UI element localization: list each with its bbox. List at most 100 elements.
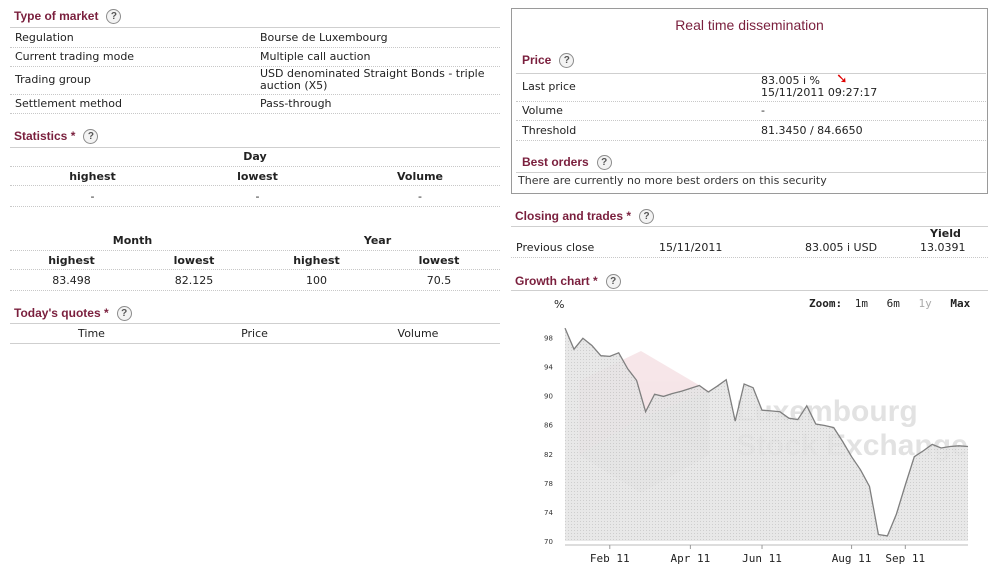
month-year-values: 83.498 82.125 100 70.5	[10, 270, 500, 291]
row-value: Bourse de Luxembourg	[260, 31, 388, 44]
closing-title: Closing and trades *?	[515, 209, 655, 225]
zoom-controls: Zoom: 1m 6m 1y Max	[809, 297, 970, 310]
todays-quotes-title: Today's quotes *?	[14, 306, 132, 322]
threshold-label: Threshold	[522, 124, 577, 137]
help-icon[interactable]: ?	[106, 9, 122, 25]
month-header: Month	[112, 234, 153, 247]
month-year-columns: highest lowest highest lowest	[10, 250, 500, 270]
table-row: Settlement method Pass-through	[10, 95, 500, 114]
help-icon[interactable]: ?	[605, 274, 621, 290]
threshold-row: Threshold 81.3450 / 84.6650	[516, 121, 986, 141]
series-line	[564, 327, 969, 537]
last-price-row: Last price 83.005 i % ➘ 15/11/2011 09:27…	[516, 71, 986, 102]
divider	[511, 226, 988, 227]
zoom-label: Zoom:	[809, 297, 843, 310]
cell: -	[90, 190, 95, 203]
realtime-title: Real time dissemination	[675, 17, 824, 33]
row-label: Trading group	[15, 73, 91, 86]
best-orders-title: Best orders?	[522, 155, 612, 171]
x-tick-label: Apr 11	[671, 552, 711, 565]
row-value: Pass-through	[260, 97, 332, 110]
table-row: Trading group USD denominated Straight B…	[10, 67, 500, 95]
y-tick-label: 70	[544, 538, 553, 546]
cell: 82.125	[174, 274, 214, 287]
previous-close-label: Previous close	[516, 241, 595, 254]
growth-chart-title: Growth chart *?	[515, 274, 621, 290]
column-header: highest	[48, 254, 95, 267]
column-header: Volume	[397, 170, 443, 183]
y-tick-label: 98	[544, 335, 553, 343]
day-values: - - -	[10, 186, 500, 207]
y-axis-unit: %	[554, 298, 564, 311]
volume-label: Volume	[522, 104, 563, 117]
y-tick-label: 82	[544, 451, 553, 459]
yield-header: Yield	[930, 227, 961, 240]
row-value: USD denominated Straight Bonds - triple …	[260, 67, 485, 92]
cell: 83.498	[52, 274, 91, 287]
x-tick-label: Sep 11	[885, 552, 925, 565]
y-tick-label: 86	[544, 422, 553, 430]
price-title: Price?	[522, 53, 575, 69]
zoom-1y[interactable]: 1y	[918, 297, 932, 310]
help-icon[interactable]: ?	[596, 155, 612, 171]
threshold-value: 81.3450 / 84.6650	[761, 124, 863, 137]
previous-close-date: 15/11/2011	[659, 241, 723, 254]
cell: -	[418, 190, 422, 203]
divider	[10, 323, 500, 324]
area-fill	[565, 328, 968, 541]
last-price-time: 15/11/2011 09:27:17	[761, 86, 878, 99]
cell: 70.5	[426, 274, 452, 287]
column-header: lowest	[173, 254, 215, 267]
column-header: Price	[241, 327, 268, 340]
divider	[10, 27, 500, 28]
day-header: Day	[243, 150, 267, 163]
divider	[516, 73, 986, 74]
y-tick-label: 74	[544, 509, 553, 517]
column-header: highest	[69, 170, 116, 183]
row-label: Regulation	[15, 31, 74, 44]
statistics-title: Statistics *?	[14, 129, 99, 145]
divider	[516, 172, 986, 173]
x-tick-label: Aug 11	[832, 552, 872, 565]
y-axis: 70 74 78 82 86 90 94 98	[544, 335, 553, 546]
volume-value: -	[761, 104, 765, 117]
quotes-header-row: Time Price Volume	[10, 324, 500, 344]
previous-close-row: Previous close 15/11/2011 83.005 i USD 1…	[511, 239, 988, 258]
divider	[511, 290, 988, 291]
type-of-market-title: Type of market?	[14, 9, 122, 25]
realtime-box: Real time dissemination Price? Last pric…	[511, 8, 988, 194]
x-axis: Feb 11 Apr 11 Jun 11 Aug 11 Sep 11	[565, 544, 968, 565]
arrow-down-icon: ➘	[836, 71, 848, 87]
zoom-1m[interactable]: 1m	[854, 297, 868, 310]
divider	[10, 147, 500, 148]
cell: -	[255, 190, 260, 203]
zoom-max[interactable]: Max	[950, 297, 971, 310]
year-header: Year	[363, 234, 392, 247]
row-label: Current trading mode	[15, 50, 135, 63]
previous-close-price: 83.005 i USD	[805, 241, 878, 254]
y-tick-label: 94	[544, 364, 553, 372]
y-tick-label: 78	[544, 480, 553, 488]
help-icon[interactable]: ?	[639, 209, 655, 225]
column-header: highest	[293, 254, 340, 267]
table-row: Current trading mode Multiple call aucti…	[10, 48, 500, 67]
cell: 100	[306, 274, 327, 287]
x-tick-label: Jun 11	[742, 552, 782, 565]
column-header: Time	[78, 327, 105, 340]
x-tick-label: Feb 11	[590, 552, 630, 565]
row-value: Multiple call auction	[260, 50, 371, 63]
zoom-6m[interactable]: 6m	[886, 297, 900, 310]
help-icon[interactable]: ?	[116, 306, 132, 322]
column-header: lowest	[418, 254, 460, 267]
y-tick-label: 90	[544, 393, 553, 401]
day-columns: highest lowest Volume	[10, 166, 500, 186]
table-row: Regulation Bourse de Luxembourg	[10, 29, 500, 48]
last-price-label: Last price	[522, 80, 576, 93]
row-label: Settlement method	[15, 97, 122, 110]
column-header: lowest	[237, 170, 278, 183]
growth-chart: % Luxembourg Stock Exchange 707478828690…	[544, 298, 969, 565]
volume-row: Volume -	[516, 102, 986, 121]
help-icon[interactable]: ?	[559, 53, 575, 69]
help-icon[interactable]: ?	[83, 129, 99, 145]
last-price-value: 83.005 i %	[761, 74, 820, 87]
